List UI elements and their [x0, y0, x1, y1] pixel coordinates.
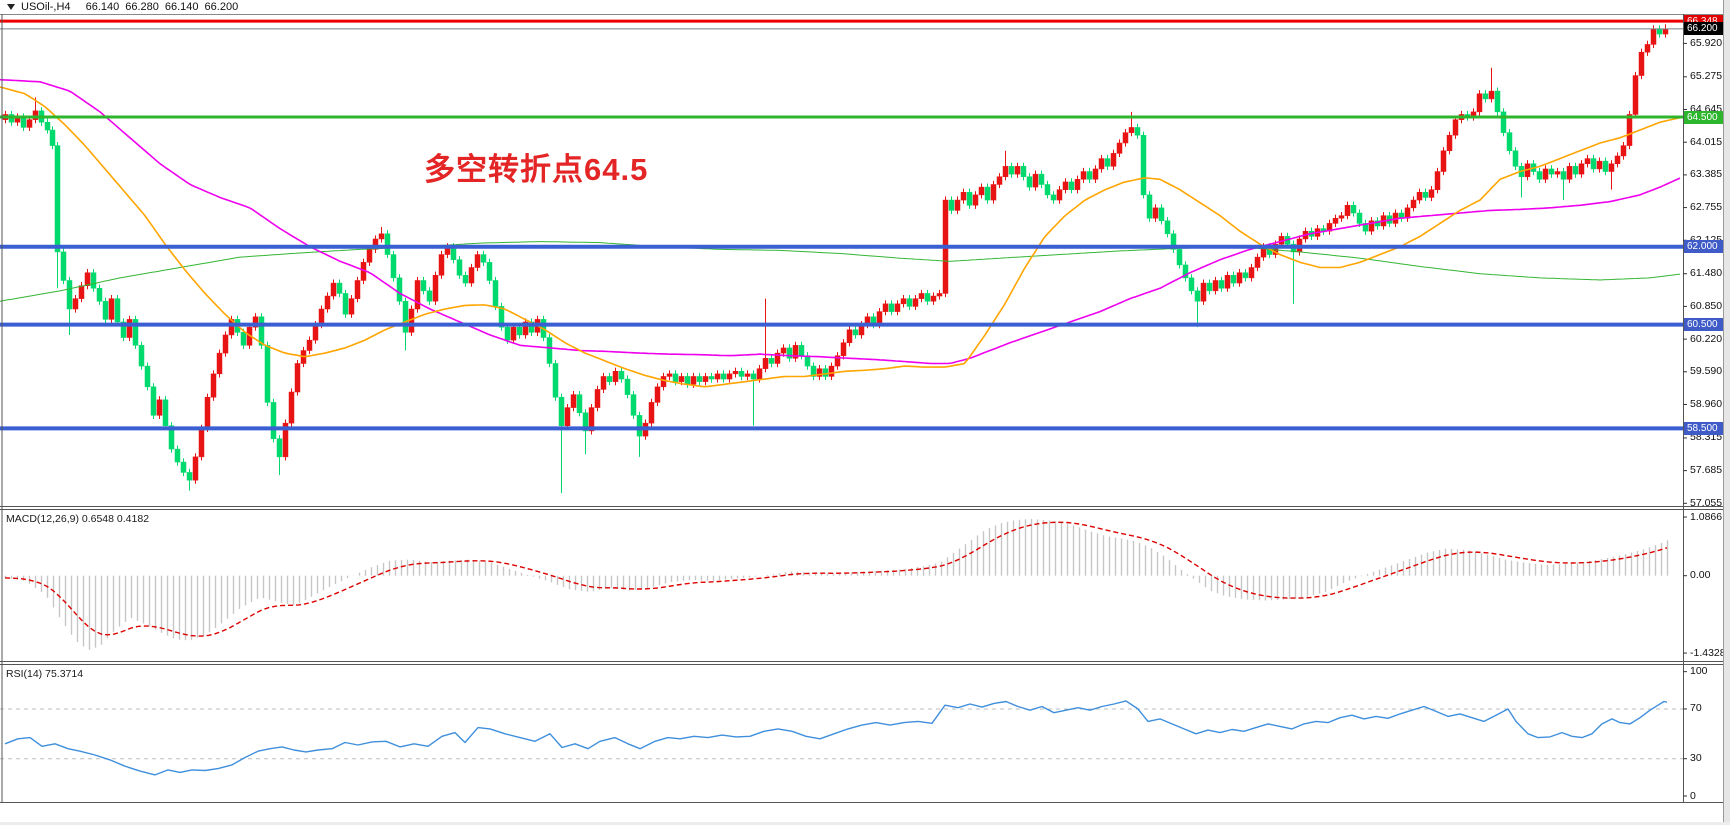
window-bottom-strip [0, 822, 1730, 825]
price-axis-tick: 65.920 [1690, 36, 1723, 49]
macd-axis-tick: 1.0866 [1690, 510, 1723, 523]
price-level-badge: 62.000 [1684, 240, 1730, 254]
price-axis-tick: 64.015 [1690, 135, 1723, 148]
price-level-badge: 64.500 [1684, 110, 1730, 124]
rsi-indicator-label: RSI(14) 75.3714 [6, 668, 83, 680]
time-axis[interactable]: 17 Mar 202118 Mar 22:0022 Mar 00:0023 Ma… [0, 803, 1730, 825]
rsi-axis-tick: 0 [1690, 789, 1696, 802]
rsi-value: 75.3714 [45, 668, 84, 680]
price-level-badge: 60.500 [1684, 318, 1730, 332]
quote-bar: USOil-,H4 66.140 66.280 66.140 66.200 [0, 0, 1730, 14]
price-axis-tick: 57.685 [1690, 464, 1723, 477]
macd-name: MACD(12,26,9) [6, 513, 79, 525]
rsi-axis-tick: 70 [1690, 702, 1702, 715]
rsi-axis-tick: 100 [1690, 665, 1708, 678]
price-axis-tick: 62.755 [1690, 201, 1723, 214]
quote-open: 66.140 [85, 1, 120, 13]
price-level-badge: 58.500 [1684, 421, 1730, 435]
price-axis-tick: 57.055 [1690, 496, 1723, 509]
macd-axis-tick: 0.00 [1690, 569, 1711, 582]
macd-axis-tick: -1.4328 [1690, 646, 1726, 659]
quote-high: 66.280 [125, 1, 159, 13]
symbol-dropdown-icon[interactable] [7, 4, 15, 10]
price-axis-tick: 60.220 [1690, 332, 1723, 345]
price-axis-tick: 61.480 [1690, 267, 1723, 280]
price-axis-tick: 60.850 [1690, 299, 1723, 312]
current-price-badge: 66.200 [1684, 22, 1730, 36]
symbol-timeframe-label: USOil-,H4 [21, 1, 71, 13]
macd-signal-value: 0.4182 [116, 513, 150, 525]
price-axis-tick: 59.590 [1690, 365, 1723, 378]
rsi-axis-tick: 30 [1690, 752, 1702, 765]
price-axis-tick: 63.385 [1690, 168, 1723, 181]
price-axis-tick: 65.275 [1690, 70, 1723, 83]
rsi-name: RSI(14) [6, 668, 43, 680]
quote-low: 66.140 [164, 1, 199, 13]
right-scrollbar[interactable] [1723, 0, 1730, 825]
quote-close: 66.200 [204, 1, 239, 13]
macd-indicator-label: MACD(12,26,9) 0.6548 0.4182 [6, 513, 149, 525]
macd-main-value: 0.6548 [81, 513, 114, 525]
chart-text-annotation: 多空转折点64.5 [424, 152, 649, 187]
price-axis-tick: 58.960 [1690, 397, 1723, 410]
